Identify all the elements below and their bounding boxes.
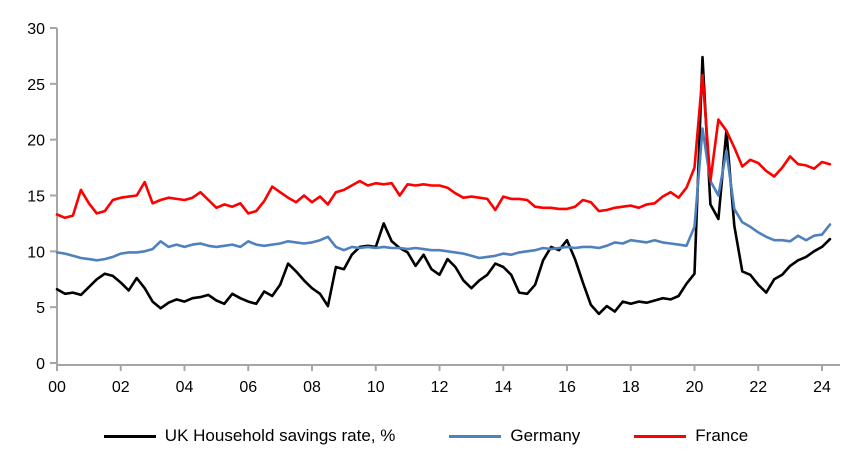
plot-area: 0 5 10 15 20 25 30 00 02 04 06 08 10 12 14 16 18 20 22 24: [27, 21, 840, 396]
legend-line-france-icon: [634, 434, 687, 438]
x-tick-label: 12: [431, 379, 449, 396]
y-tick-label: 30: [27, 21, 45, 38]
x-tick-label: 16: [558, 379, 576, 396]
legend-item-germany: Germany: [449, 426, 580, 446]
y-tick-label: 5: [36, 300, 45, 317]
series-line-france: [55, 73, 832, 220]
x-tick-label: 04: [176, 379, 194, 396]
y-tick-label: 20: [27, 133, 45, 150]
y-tick-label: 0: [36, 356, 45, 373]
x-tick-label: 00: [48, 379, 66, 396]
x-tick-label: 24: [813, 379, 831, 396]
x-tick-label: 08: [303, 379, 321, 396]
chart-legend: UK Household savings rate, % Germany Fra…: [0, 426, 852, 446]
y-tick-label: 15: [27, 189, 45, 206]
legend-label-france: France: [695, 426, 749, 445]
legend-label-uk: UK Household savings rate, %: [164, 426, 396, 445]
line-plot: 0 5 10 15 20 25 30 00 02 04 06 08 10 12 14 16 18 20 22 24: [27, 21, 840, 396]
x-tick-label: 14: [494, 379, 512, 396]
x-tick-label: 20: [686, 379, 704, 396]
x-tick-label: 22: [749, 379, 767, 396]
legend-item-france: France: [634, 426, 748, 446]
y-tick-label: 10: [27, 244, 45, 261]
legend-line-germany-icon: [449, 434, 502, 438]
legend-line-uk-icon: [103, 434, 156, 438]
x-tick-label: 18: [622, 379, 640, 396]
x-tick-label: 06: [239, 379, 257, 396]
y-tick-label: 25: [27, 77, 45, 94]
series-line-germany: [55, 127, 832, 262]
x-tick-label: 10: [367, 379, 385, 396]
legend-item-uk: UK Household savings rate, %: [103, 426, 396, 446]
legend-label-germany: Germany: [510, 426, 581, 445]
x-tick-label: 02: [112, 379, 130, 396]
